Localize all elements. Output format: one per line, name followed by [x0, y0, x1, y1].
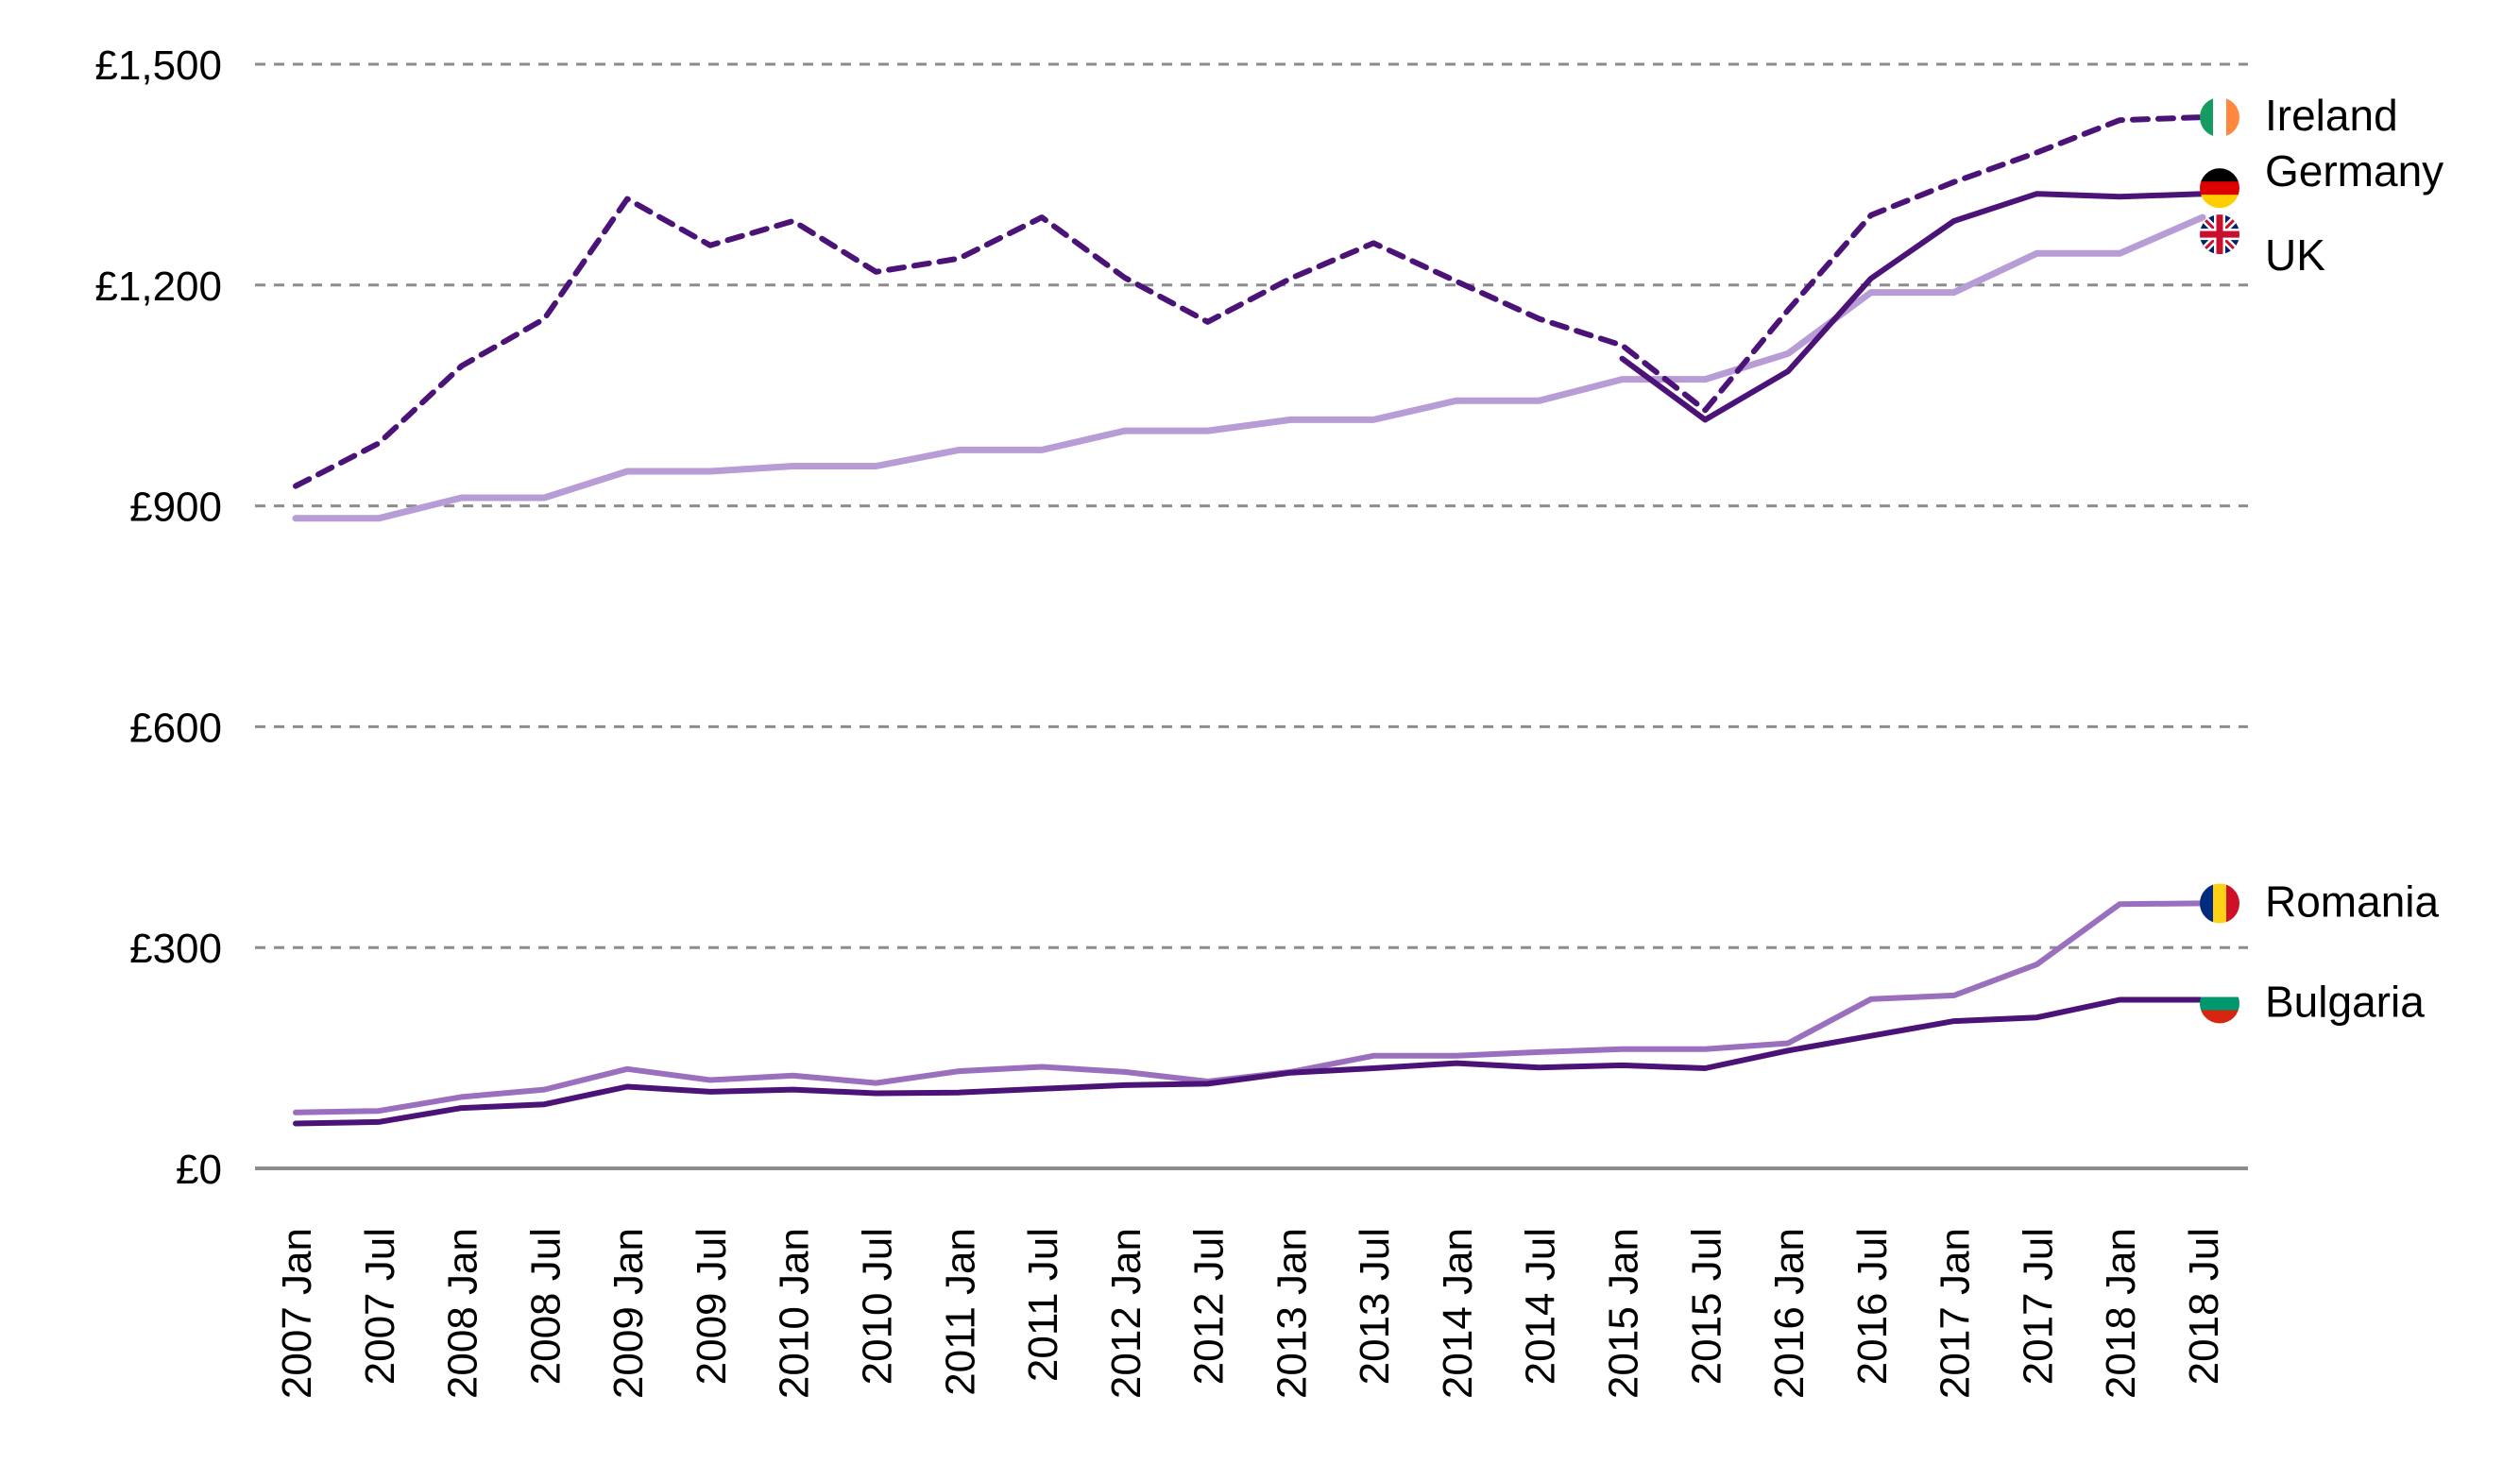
x-tick-label: 2017 Jul: [2015, 1228, 2061, 1385]
series-label-bulgaria: Bulgaria: [2265, 978, 2425, 1027]
series-labels: Ireland Germany UK Romania Bulgaria: [2200, 91, 2443, 1027]
x-tick-label: 2011 Jul: [1020, 1228, 1066, 1382]
y-tick-label: £300: [129, 926, 222, 972]
x-tick-label: 2012 Jan: [1103, 1228, 1149, 1399]
series-label-uk: UK: [2265, 230, 2325, 280]
series-line-romania: [293, 900, 2205, 1115]
y-tick-label: £900: [129, 485, 222, 531]
x-tick-label: 2009 Jul: [689, 1228, 735, 1385]
x-tick-label: 2013 Jul: [1352, 1228, 1398, 1385]
ireland-flag-icon: [2200, 97, 2239, 138]
series-label-ireland: Ireland: [2265, 91, 2398, 140]
series-line-germany: [1619, 191, 2205, 423]
x-tick-label: 2012 Jul: [1186, 1228, 1233, 1385]
series-line-bulgaria: [293, 996, 2205, 1127]
y-tick-label: £1,500: [94, 43, 222, 89]
y-tick-label: £0: [176, 1147, 222, 1193]
series-label-romania: Romania: [2265, 877, 2440, 926]
x-tick-label: 2013 Jan: [1269, 1228, 1315, 1399]
series-lines: [292, 114, 2206, 1127]
x-tick-label: 2011 Jan: [937, 1228, 983, 1396]
x-tick-label: 2014 Jul: [1518, 1228, 1564, 1385]
y-tick-label: £600: [129, 705, 222, 751]
romania-flag-icon: [2200, 883, 2239, 924]
x-tick-label: 2015 Jul: [1683, 1228, 1729, 1385]
x-tick-label: 2009 Jan: [605, 1228, 652, 1399]
y-tick-label: £1,200: [94, 264, 222, 310]
x-tick-label: 2010 Jan: [772, 1228, 818, 1399]
x-tick-label: 2007 Jul: [357, 1228, 403, 1385]
gridlines: [255, 62, 2248, 1170]
series-line-uk: [292, 213, 2206, 522]
axes: £0 £300 £600 £900 £1,200 £1,500 2007 Jan 2007 J…: [94, 43, 2227, 1399]
uk-flag-icon: [2200, 214, 2239, 255]
x-tick-label: 2014 Jan: [1435, 1228, 1481, 1399]
x-tick-label: 2010 Jul: [854, 1228, 900, 1385]
x-tick-label: 2018 Jan: [2098, 1228, 2144, 1399]
x-tick-label: 2016 Jul: [1849, 1228, 1896, 1385]
x-tick-label: 2017 Jan: [1933, 1228, 1979, 1399]
x-tick-label: 2008 Jul: [522, 1228, 569, 1385]
x-tick-label: 2007 Jan: [274, 1228, 320, 1399]
series-line-ireland: [293, 114, 2205, 489]
x-tick-label: 2015 Jan: [1601, 1228, 1647, 1399]
x-tick-label: 2016 Jan: [1766, 1228, 1813, 1399]
bulgaria-flag-icon: [2200, 983, 2239, 1024]
series-label-germany: Germany: [2265, 146, 2443, 196]
x-tick-label: 2008 Jan: [440, 1228, 486, 1399]
x-tick-label: 2018 Jul: [2181, 1228, 2227, 1385]
germany-flag-icon: [2200, 168, 2239, 209]
